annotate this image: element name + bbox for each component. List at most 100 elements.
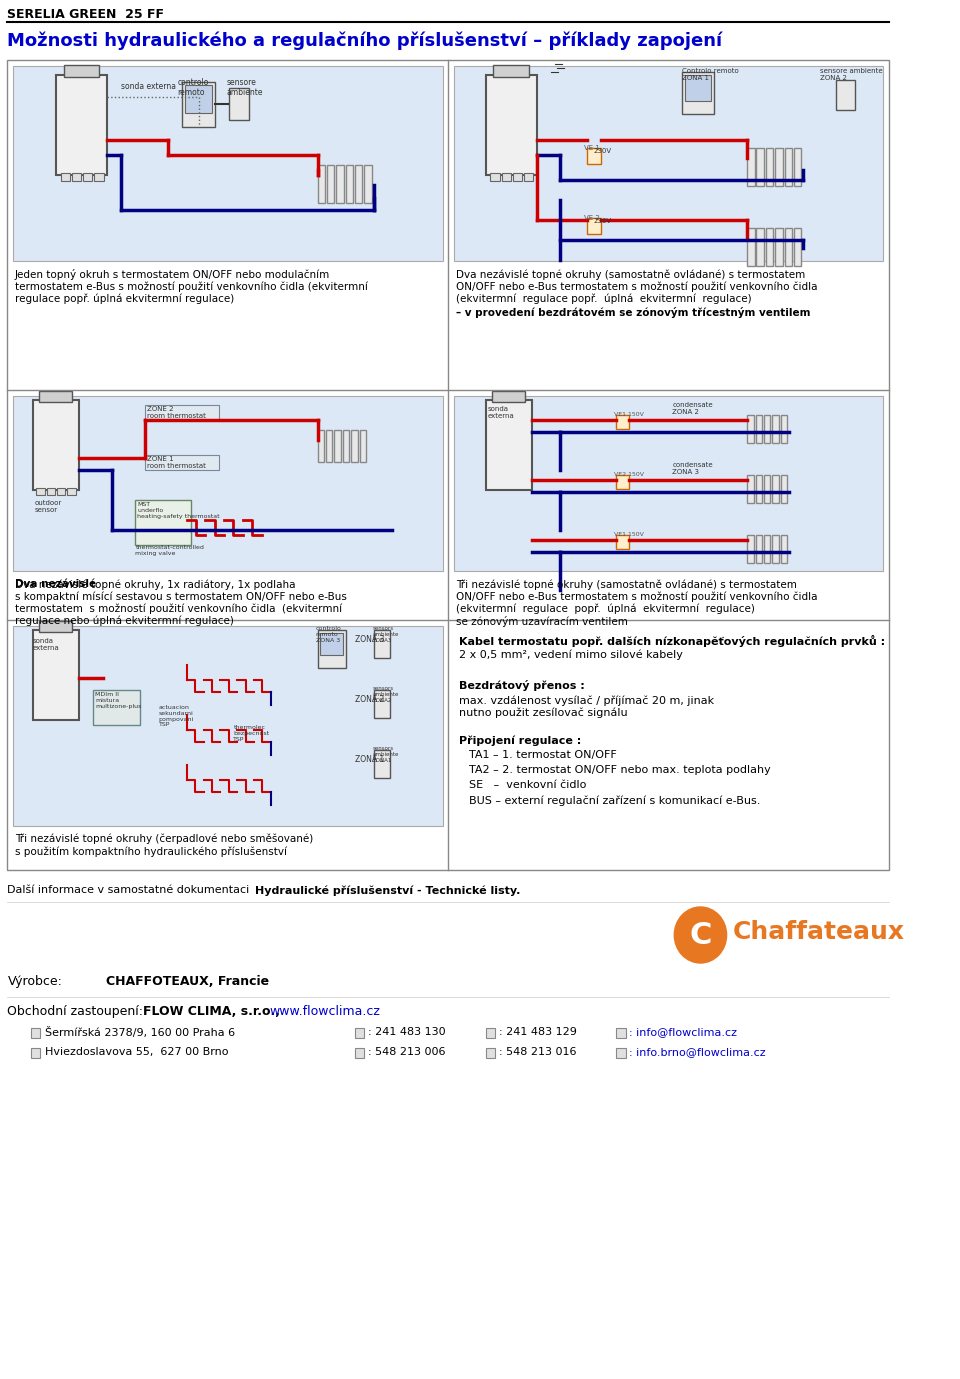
Text: actuacion
sekundarni
pompovani
TSP: actuacion sekundarni pompovani TSP xyxy=(158,705,194,727)
Bar xyxy=(747,415,754,443)
Text: sonda
externa: sonda externa xyxy=(33,638,60,651)
Bar xyxy=(336,165,344,203)
Bar xyxy=(228,88,250,120)
Bar xyxy=(486,74,537,175)
Text: Hviezdoslavova 55,  627 00 Brno: Hviezdoslavova 55, 627 00 Brno xyxy=(45,1047,228,1056)
Text: 2 x 0,5 mm², vedení mimo silové kabely: 2 x 0,5 mm², vedení mimo silové kabely xyxy=(460,650,684,661)
Bar xyxy=(60,172,70,181)
Text: : 548 213 006: : 548 213 006 xyxy=(368,1047,445,1056)
Bar xyxy=(326,165,334,203)
Text: sonda externa: sonda externa xyxy=(121,81,177,91)
Bar xyxy=(351,430,358,462)
Bar xyxy=(773,415,779,443)
Bar xyxy=(747,148,755,186)
Bar xyxy=(13,66,443,261)
Bar xyxy=(587,218,602,234)
Text: FLOW CLIMA, s.r.o.,: FLOW CLIMA, s.r.o., xyxy=(143,1005,280,1018)
Bar xyxy=(756,474,762,503)
Bar xyxy=(84,172,92,181)
Text: : 548 213 016: : 548 213 016 xyxy=(498,1047,576,1056)
Bar xyxy=(773,474,779,503)
Bar xyxy=(773,535,779,563)
Bar xyxy=(318,430,324,462)
Bar xyxy=(794,228,802,266)
Bar xyxy=(764,474,771,503)
Bar xyxy=(794,148,802,186)
Bar xyxy=(616,474,630,490)
Text: Controlo remoto
ZONA 1: Controlo remoto ZONA 1 xyxy=(682,68,738,81)
Bar xyxy=(135,501,191,545)
Text: VE1 150V: VE1 150V xyxy=(613,532,643,536)
Bar xyxy=(47,488,55,495)
Bar xyxy=(491,172,499,181)
Text: TA2 – 2. termostat ON/OFF nebo max. teplota podlahy: TA2 – 2. termostat ON/OFF nebo max. tepl… xyxy=(468,765,771,775)
Text: ZONE 1
room thermostat: ZONE 1 room thermostat xyxy=(147,456,205,469)
Bar xyxy=(343,430,349,462)
Bar xyxy=(8,61,889,870)
Text: thermolec
bezpecnost
TSP: thermolec bezpecnost TSP xyxy=(233,725,270,742)
Bar xyxy=(775,228,782,266)
Bar xyxy=(775,148,782,186)
Bar xyxy=(145,455,220,470)
Text: : 241 483 129: : 241 483 129 xyxy=(498,1027,577,1037)
Text: VE 1: VE 1 xyxy=(584,145,600,150)
Bar xyxy=(747,228,755,266)
Bar xyxy=(57,488,65,495)
Bar xyxy=(454,396,883,571)
Bar xyxy=(72,172,82,181)
Text: MDIm II
mistura
multizone-plus: MDIm II mistura multizone-plus xyxy=(95,692,142,709)
Bar xyxy=(780,535,787,563)
Bar xyxy=(616,535,630,549)
Circle shape xyxy=(674,907,727,963)
Text: controlo
remoto: controlo remoto xyxy=(178,79,209,98)
Bar xyxy=(616,1027,626,1038)
Bar xyxy=(373,690,391,718)
Bar xyxy=(784,148,792,186)
Bar xyxy=(355,1027,364,1038)
Bar xyxy=(766,228,774,266)
Bar xyxy=(684,74,710,101)
Text: Chaffateaux: Chaffateaux xyxy=(733,920,905,945)
Text: 230V: 230V xyxy=(594,148,612,154)
Text: : info@flowclima.cz: : info@flowclima.cz xyxy=(630,1027,737,1037)
Bar xyxy=(836,80,854,110)
Bar xyxy=(318,630,346,667)
Bar xyxy=(747,474,754,503)
Bar xyxy=(13,626,443,826)
Text: : 241 483 130: : 241 483 130 xyxy=(368,1027,445,1037)
Text: Dva nezávislé: Dva nezávislé xyxy=(15,579,96,589)
Bar xyxy=(373,750,391,778)
Text: 230V: 230V xyxy=(594,218,612,223)
Bar xyxy=(780,415,787,443)
Text: Výrobce:: Výrobce: xyxy=(8,975,62,987)
Text: sensors
ambiente
ZONA1: sensors ambiente ZONA1 xyxy=(372,746,399,763)
Bar xyxy=(756,415,762,443)
Bar xyxy=(764,415,771,443)
Text: www.flowclima.cz: www.flowclima.cz xyxy=(269,1005,380,1018)
Bar xyxy=(31,1027,40,1038)
Bar xyxy=(486,1027,495,1038)
Bar xyxy=(145,405,220,421)
Text: condensate
ZONA 2: condensate ZONA 2 xyxy=(672,403,713,415)
Bar xyxy=(756,535,762,563)
Text: Šermířská 2378/9, 160 00 Praha 6: Šermířská 2378/9, 160 00 Praha 6 xyxy=(45,1027,235,1038)
Bar xyxy=(682,72,714,114)
Bar xyxy=(756,228,764,266)
Bar xyxy=(185,85,212,113)
Bar xyxy=(780,474,787,503)
Bar xyxy=(326,430,332,462)
Bar xyxy=(784,228,792,266)
Text: Další informace v samostatné dokumentaci: Další informace v samostatné dokumentaci xyxy=(8,885,253,895)
Bar xyxy=(56,74,108,175)
Text: C: C xyxy=(689,921,711,950)
Text: Kabel termostatu popř. dalších nízkonapěťových regulačních prvků :: Kabel termostatu popř. dalších nízkonapě… xyxy=(460,634,886,647)
Text: max. vzdálenost vysílač / příjímač 20 m, jinak
nutno použit zesílovač signálu: max. vzdálenost vysílač / příjímač 20 m,… xyxy=(460,695,714,717)
Text: Připojení regulace :: Připojení regulace : xyxy=(460,735,582,746)
Text: VE2 150V: VE2 150V xyxy=(613,472,643,477)
Text: ZONA 3: ZONA 3 xyxy=(355,634,384,644)
Bar xyxy=(93,690,140,725)
Bar xyxy=(587,148,602,164)
Bar xyxy=(492,392,525,403)
Bar xyxy=(33,630,80,720)
Bar xyxy=(182,81,215,127)
